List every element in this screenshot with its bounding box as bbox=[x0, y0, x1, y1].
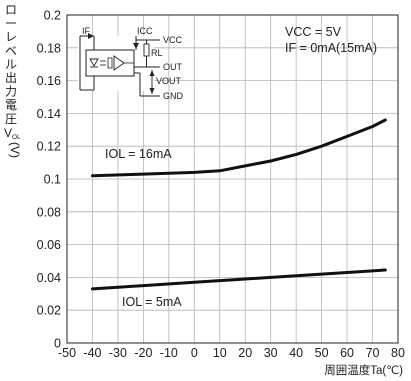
inset-icc-label: ICC bbox=[137, 26, 153, 36]
series-line-1 bbox=[91, 268, 387, 291]
condition-vcc: VCC = 5V bbox=[285, 25, 342, 39]
y-tick-label: 0.02 bbox=[37, 304, 61, 318]
y-tick-label: 0.04 bbox=[37, 271, 61, 285]
y-axis-label-char: 出 bbox=[5, 71, 17, 85]
led-icon bbox=[89, 58, 106, 68]
y-axis-label-char: レ bbox=[5, 30, 17, 44]
x-tick-label: 40 bbox=[289, 346, 303, 360]
condition-if: IF = 0mA(15mA) bbox=[285, 41, 377, 55]
test-circuit-diagram: IF ICC VCC RL OUT bbox=[78, 26, 184, 101]
y-axis-label-char: ル bbox=[5, 57, 17, 71]
series-label-16ma: IOL = 16mA bbox=[105, 147, 172, 161]
y-tick-label: 0.06 bbox=[37, 238, 61, 252]
inset-vout-label: VOUT bbox=[156, 76, 182, 86]
y-axis-label-char: ロ bbox=[5, 3, 17, 17]
amplifier-icon bbox=[107, 55, 134, 71]
y-tick-label: 0.1 bbox=[44, 173, 61, 187]
series-label-5ma: IOL = 5mA bbox=[122, 295, 182, 309]
y-tick-label: 0.2 bbox=[44, 9, 61, 23]
series-lines bbox=[91, 118, 387, 291]
x-tick-label: 30 bbox=[264, 346, 278, 360]
inset-vcc-label: VCC bbox=[163, 35, 183, 45]
x-tick-label: 0 bbox=[191, 346, 198, 360]
x-tick-label: -40 bbox=[83, 346, 101, 360]
x-tick-label: 80 bbox=[391, 346, 405, 360]
y-tick-label: 0.16 bbox=[37, 74, 61, 88]
y-tick-label: 0 bbox=[54, 337, 61, 351]
x-tick-label: -30 bbox=[109, 346, 127, 360]
y-axis-unit: (V) bbox=[8, 142, 22, 158]
x-tick-label: -20 bbox=[134, 346, 152, 360]
y-tick-labels: 0 0.02 0.04 0.06 0.08 0.1 0.12 0.14 0.16 0.18 0.2 bbox=[37, 9, 61, 351]
inset-rl-label: RL bbox=[151, 48, 163, 58]
y-axis-label-char: 電 bbox=[5, 98, 17, 112]
y-axis-label-char: 力 bbox=[5, 85, 17, 99]
y-tick-label: 0.14 bbox=[37, 107, 61, 121]
y-tick-label: 0.18 bbox=[37, 41, 61, 55]
x-tick-label: 50 bbox=[315, 346, 329, 360]
x-tick-label: 60 bbox=[340, 346, 354, 360]
y-axis-symbol-sub: OL bbox=[12, 134, 21, 141]
y-axis-symbol: V bbox=[4, 126, 12, 140]
y-axis-label-char: ベ bbox=[5, 44, 17, 58]
x-axis-label: 周囲温度Ta(℃) bbox=[324, 363, 403, 377]
plot-frame bbox=[66, 14, 399, 344]
y-tick-label: 0.08 bbox=[37, 205, 61, 219]
y-axis-label-char: 圧 bbox=[5, 112, 17, 126]
x-tick-label: -10 bbox=[160, 346, 178, 360]
x-tick-label: 70 bbox=[366, 346, 380, 360]
y-tick-label: 0.12 bbox=[37, 140, 61, 154]
inset-if-label: IF bbox=[82, 26, 91, 36]
x-tick-label: 10 bbox=[213, 346, 227, 360]
inset-gnd-label: GND bbox=[163, 91, 184, 101]
inset-out-label: OUT bbox=[163, 62, 183, 72]
x-tick-label: 20 bbox=[238, 346, 252, 360]
x-tick-label: -50 bbox=[58, 346, 76, 360]
series-line-0 bbox=[91, 118, 387, 178]
y-axis-label-char: ー bbox=[5, 17, 17, 31]
x-tick-labels: -50 -40 -30 -20 -10 0 10 20 30 40 50 60 70 80 bbox=[58, 346, 405, 360]
